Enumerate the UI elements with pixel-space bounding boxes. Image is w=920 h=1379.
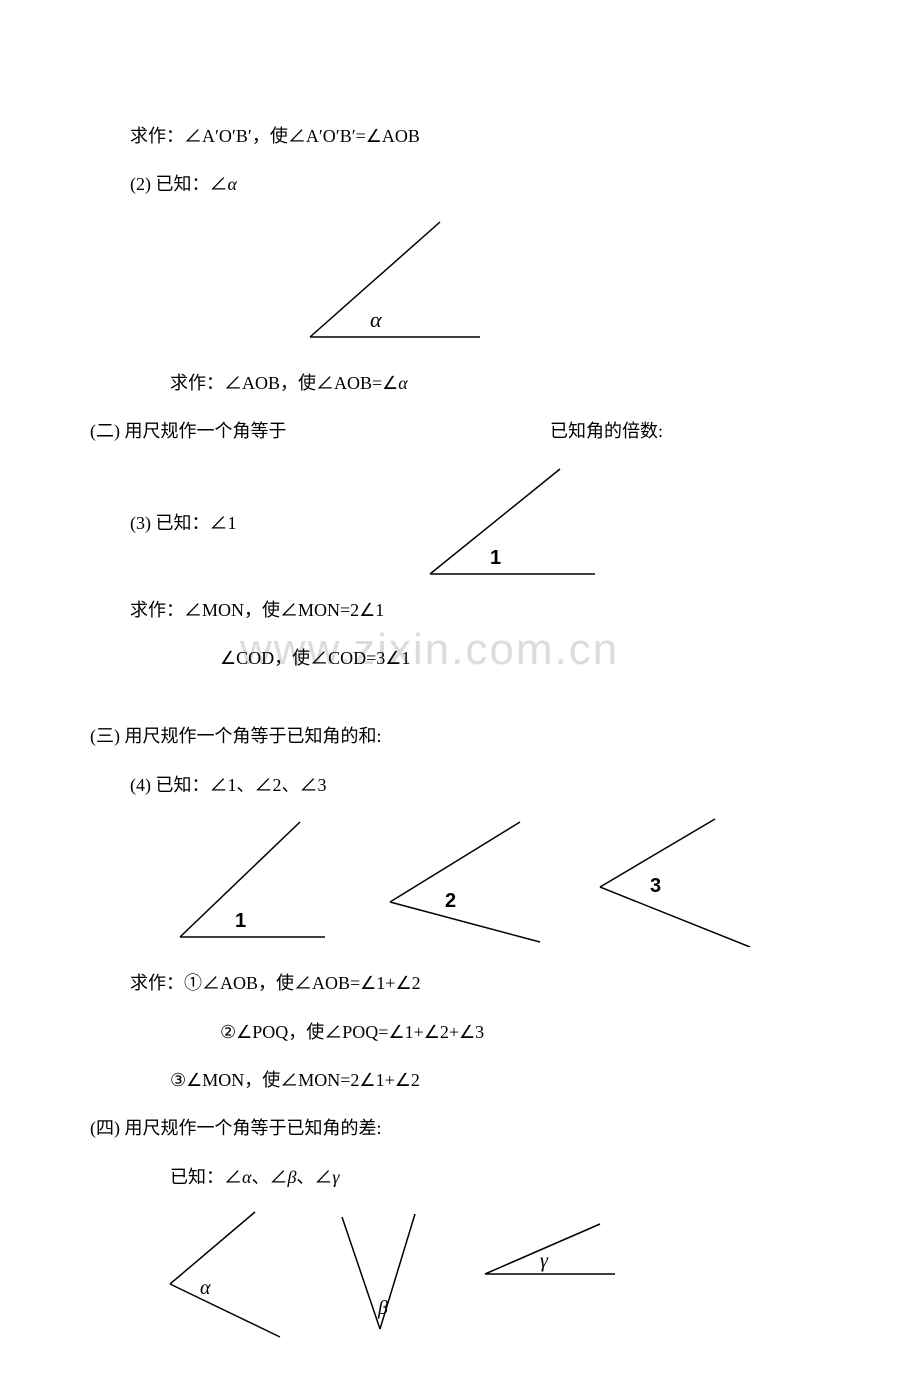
- angle-svg: α: [270, 217, 500, 347]
- angle-2-diagram: 2: [365, 817, 550, 947]
- text-line: (3) 已知：∠1: [90, 507, 370, 539]
- svg-text:α: α: [200, 1277, 211, 1299]
- text-line: 求作：①∠AOB，使∠AOB=∠1+∠2: [90, 967, 830, 999]
- text-line: ∠COD，使∠COD=3∠1: [90, 642, 830, 674]
- text-line: ②∠POQ，使∠POQ=∠1+∠2+∠3: [90, 1016, 830, 1048]
- angle-alpha-diagram: α: [150, 1209, 290, 1339]
- angle-svg: α: [150, 1209, 290, 1339]
- gamma-symbol: γ: [332, 1161, 339, 1193]
- text-fragment: (2) 已知：∠: [130, 168, 228, 200]
- beta-symbol: β: [287, 1161, 296, 1193]
- angle-svg: 1: [150, 817, 335, 947]
- three-greek-angles-row: α β γ: [150, 1209, 830, 1339]
- svg-text:1: 1: [235, 910, 246, 932]
- section-3-heading: (三) 用尺规作一个角等于已知角的和:: [90, 720, 830, 752]
- angle-alpha-diagram: α: [270, 217, 830, 347]
- angle-3-diagram: 3: [580, 817, 765, 947]
- alpha-symbol: α: [228, 168, 237, 200]
- text-line: 求作：∠A′O′B′，使∠A′O′B′=∠AOB: [90, 120, 830, 152]
- text-fragment: 已知：∠: [170, 1161, 242, 1193]
- text-line: 已知：∠ α 、∠ β 、∠ γ: [90, 1161, 830, 1193]
- text-line: (4) 已知：∠1、∠2、∠3: [90, 769, 830, 801]
- alpha-symbol: α: [398, 367, 407, 399]
- angle-1-diagram: 1: [370, 464, 600, 584]
- text-fragment: 、∠: [296, 1161, 332, 1193]
- svg-text:β: β: [377, 1297, 388, 1319]
- alpha-symbol: α: [242, 1161, 251, 1193]
- text-line: ③∠MON，使∠MON=2∠1+∠2: [90, 1064, 830, 1096]
- angle-svg: 1: [370, 464, 600, 584]
- text-line: 求作：∠MON，使∠MON=2∠1: [90, 594, 830, 626]
- svg-text:α: α: [370, 307, 382, 332]
- angle-1-diagram: 1: [150, 817, 335, 947]
- angle-svg: β: [330, 1209, 430, 1339]
- angle-svg: 3: [580, 817, 765, 947]
- row-angle-1: (3) 已知：∠1 1: [90, 464, 830, 584]
- document-content: 求作：∠A′O′B′，使∠A′O′B′=∠AOB (2) 已知：∠ α α 求作…: [0, 0, 920, 1379]
- svg-text:γ: γ: [540, 1250, 549, 1272]
- text-fragment: 已知角的倍数:: [550, 415, 663, 447]
- section-4-heading: (四) 用尺规作一个角等于已知角的差:: [90, 1112, 830, 1144]
- text-fragment: 、∠: [251, 1161, 287, 1193]
- angle-svg: γ: [470, 1219, 620, 1289]
- angle-gamma-diagram: γ: [470, 1219, 620, 1289]
- text-line: 求作：∠AOB，使∠AOB=∠ α: [90, 367, 830, 399]
- text-fragment: (二) 用尺规作一个角等于: [90, 415, 380, 447]
- angle-beta-diagram: β: [330, 1209, 430, 1339]
- three-angles-row: 1 2 3: [150, 817, 830, 947]
- svg-text:2: 2: [445, 890, 456, 912]
- svg-text:1: 1: [490, 547, 501, 569]
- angle-svg: 2: [365, 817, 550, 947]
- text-fragment: 求作：∠AOB，使∠AOB=∠: [170, 367, 398, 399]
- svg-text:3: 3: [650, 875, 661, 897]
- text-line: (2) 已知：∠ α: [90, 168, 830, 200]
- section-2-heading: (二) 用尺规作一个角等于 已知角的倍数:: [90, 415, 830, 447]
